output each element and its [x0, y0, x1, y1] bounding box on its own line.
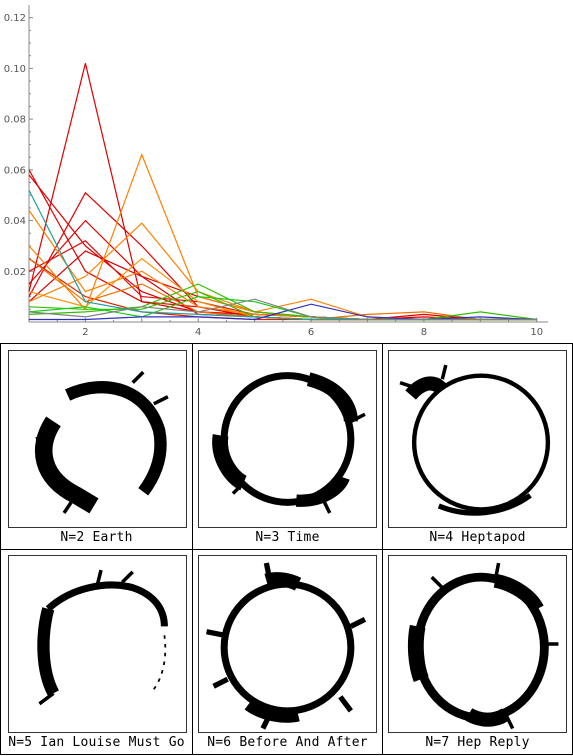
series-line-11	[28, 210, 537, 321]
y-tick-label: 0.04	[4, 216, 26, 227]
x-tick-label: 2	[82, 327, 88, 338]
panel-caption: N=2 Earth	[60, 530, 133, 545]
panel-cell: N=4 Heptapod	[382, 343, 573, 550]
series-line-5	[28, 174, 537, 321]
logogram-image	[388, 555, 567, 733]
panel-cell: N=3 Time	[192, 343, 383, 550]
panel-caption: N=6 Before And After	[207, 735, 368, 750]
panel-cell: N=7 Hep Reply	[382, 549, 573, 755]
panel-caption: N=3 Time	[255, 530, 320, 545]
logogram-image	[198, 350, 377, 528]
y-tick-label: 0.08	[4, 115, 26, 126]
x-tick-label: 10	[530, 327, 543, 338]
logogram-grid: N=2 Earth N=3 Time N=4 Heptapod N=5 Ian …	[0, 343, 573, 755]
y-tick-label: 0.12	[4, 13, 26, 24]
x-tick-label: 4	[195, 327, 201, 338]
series-line-1	[28, 63, 537, 321]
panel-cell: N=5 Ian Louise Must Go	[0, 549, 193, 755]
logogram-image	[198, 555, 377, 733]
chart-axes: 2 4 6 8 10 0.02 0.04 0.06 0.08 0.10 0.12	[4, 5, 548, 338]
panel-caption: N=4 Heptapod	[429, 530, 526, 545]
x-tick-label: 8	[421, 327, 427, 338]
chart-series	[28, 63, 537, 321]
x-tick-label: 6	[308, 327, 314, 338]
logogram-image	[388, 350, 567, 528]
line-chart: 2 4 6 8 10 0.02 0.04 0.06 0.08 0.10 0.12	[4, 5, 548, 338]
panel-caption: N=7 Hep Reply	[425, 735, 530, 750]
series-line-2	[28, 169, 537, 321]
panel-cell: N=6 Before And After	[192, 549, 383, 755]
panel-cell: N=2 Earth	[0, 343, 193, 550]
series-line-19	[28, 298, 537, 321]
series-line-9	[28, 152, 537, 321]
y-tick-label: 0.10	[4, 64, 26, 75]
panel-caption: N=5 Ian Louise Must Go	[8, 735, 185, 750]
y-tick-label: 0.02	[4, 267, 26, 278]
series-line-18	[29, 303, 537, 321]
logogram-image	[8, 350, 187, 528]
logogram-image	[8, 555, 187, 733]
y-tick-label: 0.06	[4, 165, 26, 176]
